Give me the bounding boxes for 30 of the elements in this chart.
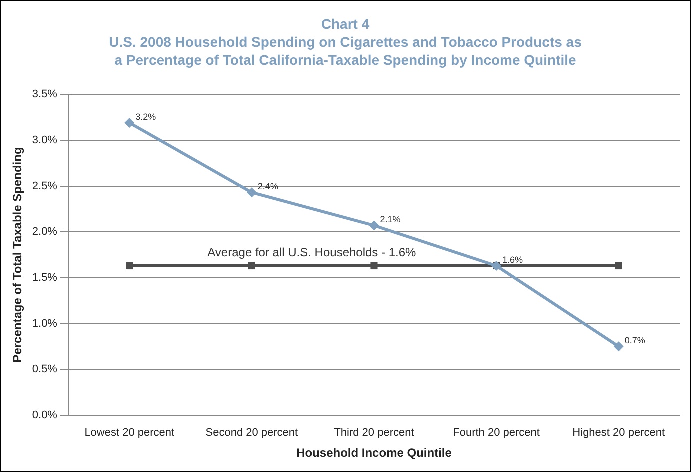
y-tick-label: 3.5% (32, 88, 58, 101)
x-axis-title: Household Income Quintile (296, 446, 452, 460)
y-tick-label: 0.0% (32, 409, 58, 422)
y-tick-label: 2.0% (32, 226, 58, 238)
point (615, 262, 622, 270)
chart-title: Chart 4 (320, 15, 371, 33)
x-tick-label: Fourth 20 percent (453, 427, 540, 440)
y-tick-label: 3.0% (32, 134, 58, 146)
data-label: 2.1% (380, 214, 401, 225)
y-tick-label: 1.5% (32, 272, 58, 284)
x-tick-label: Third 20 percent (334, 427, 414, 440)
x-tick-label: Highest 20 percent (572, 427, 666, 440)
y-tick-label: 2.5% (32, 180, 58, 192)
point (124, 118, 135, 128)
x-tick-label: Second 20 percent (206, 427, 298, 440)
point (614, 342, 624, 352)
y-tick-label: 1.0% (32, 318, 58, 330)
series-label: Average for all U.S. Households - 1.6% (208, 245, 417, 260)
point (246, 188, 257, 198)
point (370, 262, 378, 270)
y-tick-label: 0.5% (32, 364, 58, 376)
chart-subtitle: U.S. 2008 Household Spending on Cigarettes and Tobacco Products as a Percentage of Total California-Taxable Spending by Income Quintile (108, 33, 583, 69)
point (369, 220, 380, 231)
data-label: 3.2% (136, 112, 156, 122)
data-label: 0.7% (624, 336, 646, 346)
y-axis-title: Percentage of Total Taxable Spending (10, 147, 25, 363)
point (126, 262, 134, 270)
x-tick-label: Lowest 20 percent (84, 427, 175, 440)
point (248, 262, 256, 270)
data-label: 1.6% (502, 254, 524, 265)
